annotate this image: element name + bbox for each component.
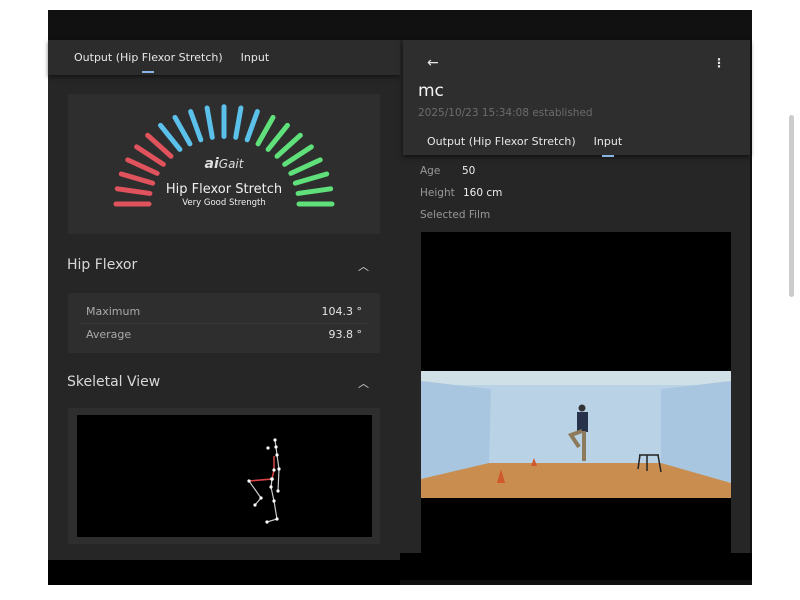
- tab-output[interactable]: Output (Hip Flexor Stretch): [74, 51, 223, 73]
- back-arrow-left-icon[interactable]: ←: [427, 55, 439, 71]
- joint-wrist: [276, 489, 280, 493]
- joint-elbow: [277, 467, 281, 471]
- joint-nose: [266, 446, 270, 450]
- stat-label: Average: [86, 328, 132, 341]
- scene-curtain-right: [661, 381, 731, 483]
- bone-raised-leg: [248, 480, 262, 506]
- gauge-segment-green: [265, 122, 290, 152]
- gauge-rating: Very Good Strength: [182, 198, 266, 208]
- gauge-title: Hip Flexor Stretch: [165, 182, 283, 197]
- stat-row-average: Average 93.8 °: [86, 328, 362, 341]
- skeletal-view: [77, 415, 372, 537]
- gauge-segment-blue: [244, 109, 260, 143]
- bone-arm: [276, 454, 280, 492]
- joint-hip-2: [269, 485, 273, 489]
- joint-toe-standing: [265, 520, 269, 524]
- stat-value: 104.3 °: [321, 305, 363, 318]
- gauge-segment-blue: [188, 109, 204, 143]
- joint-ankle-raised: [259, 496, 263, 500]
- gauge-segment-red: [145, 132, 174, 159]
- gauge-segment-blue: [233, 105, 244, 140]
- skeletal-view-title: Skeletal View: [67, 374, 161, 390]
- collapse-skeletal-chevron-up-icon[interactable]: ︿: [358, 377, 369, 390]
- gauge-segment-red: [118, 171, 156, 186]
- scene-windows: [421, 371, 731, 385]
- collapse-hip-flexor-chevron-up-icon[interactable]: ︿: [358, 260, 369, 273]
- joint-neck: [274, 445, 278, 449]
- joint-head: [273, 438, 277, 442]
- left-bottom-bar: [48, 560, 400, 585]
- gauge-segment-blue: [204, 105, 215, 140]
- gauge-segment-blue: [158, 122, 183, 152]
- joint-hip: [270, 477, 274, 481]
- hip-flexor-card: Maximum 104.3 ° Average 93.8 °: [68, 293, 380, 353]
- logo-ai: ai: [204, 156, 219, 172]
- joint-knee-standing: [272, 499, 276, 503]
- scrollbar[interactable]: [789, 115, 794, 297]
- right-tab-bar: Output (Hip Flexor Stretch) Input: [427, 135, 623, 157]
- cone: [531, 458, 537, 466]
- height-value: 160 cm: [463, 187, 503, 199]
- tab-output[interactable]: Output (Hip Flexor Stretch): [427, 135, 576, 148]
- stool: [637, 454, 662, 473]
- stat-label: Maximum: [86, 305, 141, 318]
- gauge-segment-green: [282, 144, 314, 167]
- more-vertical-icon[interactable]: ⋮: [713, 56, 725, 70]
- age-label: Age: [420, 165, 441, 177]
- age-value: 50: [462, 165, 476, 177]
- scene-curtain-left: [421, 381, 491, 479]
- left-tab-bar: Output (Hip Flexor Stretch) Input: [48, 40, 400, 75]
- cone: [497, 469, 505, 483]
- gauge-segment-red: [114, 186, 153, 196]
- strength-gauge: [113, 104, 335, 207]
- joint-ankle-standing: [275, 517, 279, 521]
- gauge-segment-blue: [172, 114, 193, 147]
- joint-knee-raised: [247, 479, 251, 483]
- height-label: Height: [420, 187, 455, 199]
- gauge-segment-green: [255, 114, 276, 147]
- record-name: mc: [418, 81, 444, 101]
- hip-flexor-title: Hip Flexor: [67, 257, 138, 273]
- person: [567, 404, 588, 461]
- video-frame: [421, 371, 731, 498]
- logo-gait: Gait: [218, 157, 244, 171]
- right-bottom-bar: [400, 553, 752, 580]
- tab-input[interactable]: Input: [593, 135, 623, 157]
- gauge-segment-green: [274, 132, 303, 159]
- tab-input[interactable]: Input: [240, 51, 270, 64]
- video-scene: [421, 371, 731, 498]
- gauge-segment-green: [288, 157, 323, 176]
- scene-floor: [421, 463, 731, 498]
- joint-foot-raised: [253, 503, 257, 507]
- stat-value: 93.8 °: [328, 328, 363, 341]
- divider: [80, 323, 368, 324]
- selected-film-label: Selected Film: [420, 209, 491, 221]
- joint-chest: [272, 468, 276, 472]
- gauge-card: aiGait Hip Flexor Stretch Very Good Stre…: [68, 94, 380, 234]
- gauge-segment-green: [292, 171, 330, 186]
- skeleton-figure: [247, 438, 281, 524]
- joint-shoulder: [275, 453, 279, 457]
- gauge-segment-red: [134, 144, 166, 167]
- bone-standing-leg: [266, 486, 278, 523]
- gauge-segment-red: [125, 157, 160, 176]
- aigait-logo: aiGait: [68, 156, 380, 172]
- stat-row-maximum: Maximum 104.3 °: [86, 305, 362, 318]
- bone-hip-flexor-highlight: [248, 456, 275, 482]
- gauge-segment-green: [295, 186, 334, 196]
- record-header: ← ⋮ mc 2025/10/23 15:34:08 established O…: [403, 40, 750, 157]
- established-timestamp: 2025/10/23 15:34:08 established: [418, 107, 593, 119]
